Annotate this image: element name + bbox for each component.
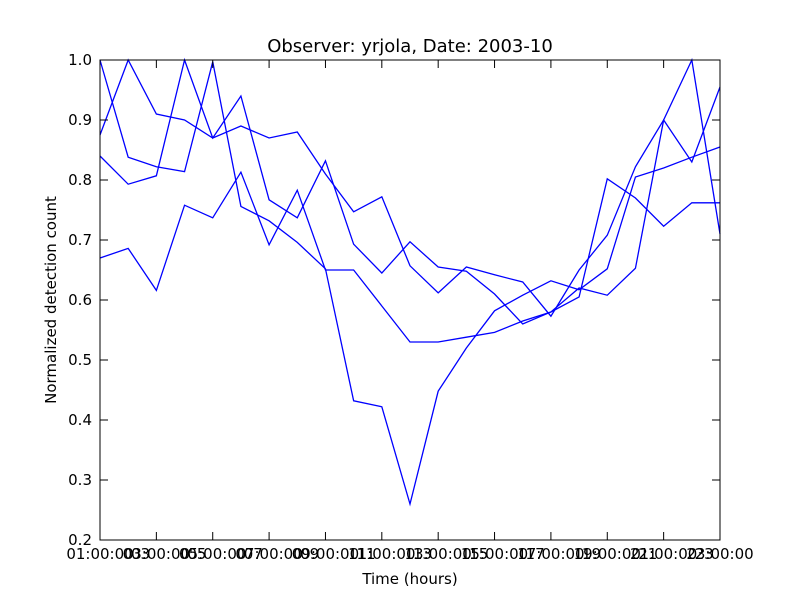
series-line-4 [99,59,721,507]
x-tick-label: 03:00:00 [123,545,190,563]
x-tick-label: 17:00:00 [517,545,584,563]
x-tick-label-overlap: 15 [469,545,488,563]
y-tick-label: 0.5 [68,351,92,369]
x-tick-label: 19:00:00 [574,545,641,563]
series-layer [99,57,721,507]
y-tick-label: 0.3 [68,471,92,489]
y-axis: 0.2 0.3 0.4 0.5 0.6 0.7 0.8 0.9 1.0 [68,51,720,549]
y-tick-label: 0.6 [68,291,92,309]
series-line-1 [99,58,721,318]
y-tick-label: 0.2 [68,531,92,549]
x-tick-label-overlap: 17 [526,545,545,563]
y-tick-label: 1.0 [68,51,92,69]
x-tick-label-overlap: 23 [695,545,714,563]
x-tick-label: 13:00:00 [404,545,471,563]
plot-area-frame [99,59,721,541]
x-axis-label: Time (hours) [361,570,457,588]
y-axis-label: Normalized detection count [42,196,60,404]
x-tick-label-overlap: 21 [638,545,657,563]
y-tick-label: 0.7 [68,231,92,249]
x-tick-label: 23:00:00 [686,545,753,563]
x-tick-label-overlap: 19 [582,545,601,563]
x-tick-label: 21:00:00 [630,545,697,563]
x-tick-label: 09:00:00 [292,545,359,563]
x-axis: 01:00:0003:00:0005:00:0007:00:0009:00:00… [66,60,754,563]
chart-title: Observer: yrjola, Date: 2003-10 [267,36,553,57]
y-tick-label: 0.4 [68,411,92,429]
x-tick-label-overlap: 09 [300,545,319,563]
x-tick-label: 01:00:00 [66,545,133,563]
x-tick-label-overlap: 07 [244,545,263,563]
x-tick-label: 15:00:00 [461,545,528,563]
y-tick-label: 0.9 [68,111,92,129]
y-tick-label: 0.8 [68,171,92,189]
series-line-3 [99,170,720,343]
x-tick-label-overlap: 03 [131,545,150,563]
x-tick-label: 05:00:00 [179,545,246,563]
x-tick-label: 11:00:00 [348,545,415,563]
x-tick-label-overlap: 11 [356,545,375,563]
series-line-2 [99,57,721,325]
x-tick-label-overlap: 05 [187,545,206,563]
x-tick-label-overlap: 13 [413,545,432,563]
x-tick-label: 07:00:00 [235,545,302,563]
